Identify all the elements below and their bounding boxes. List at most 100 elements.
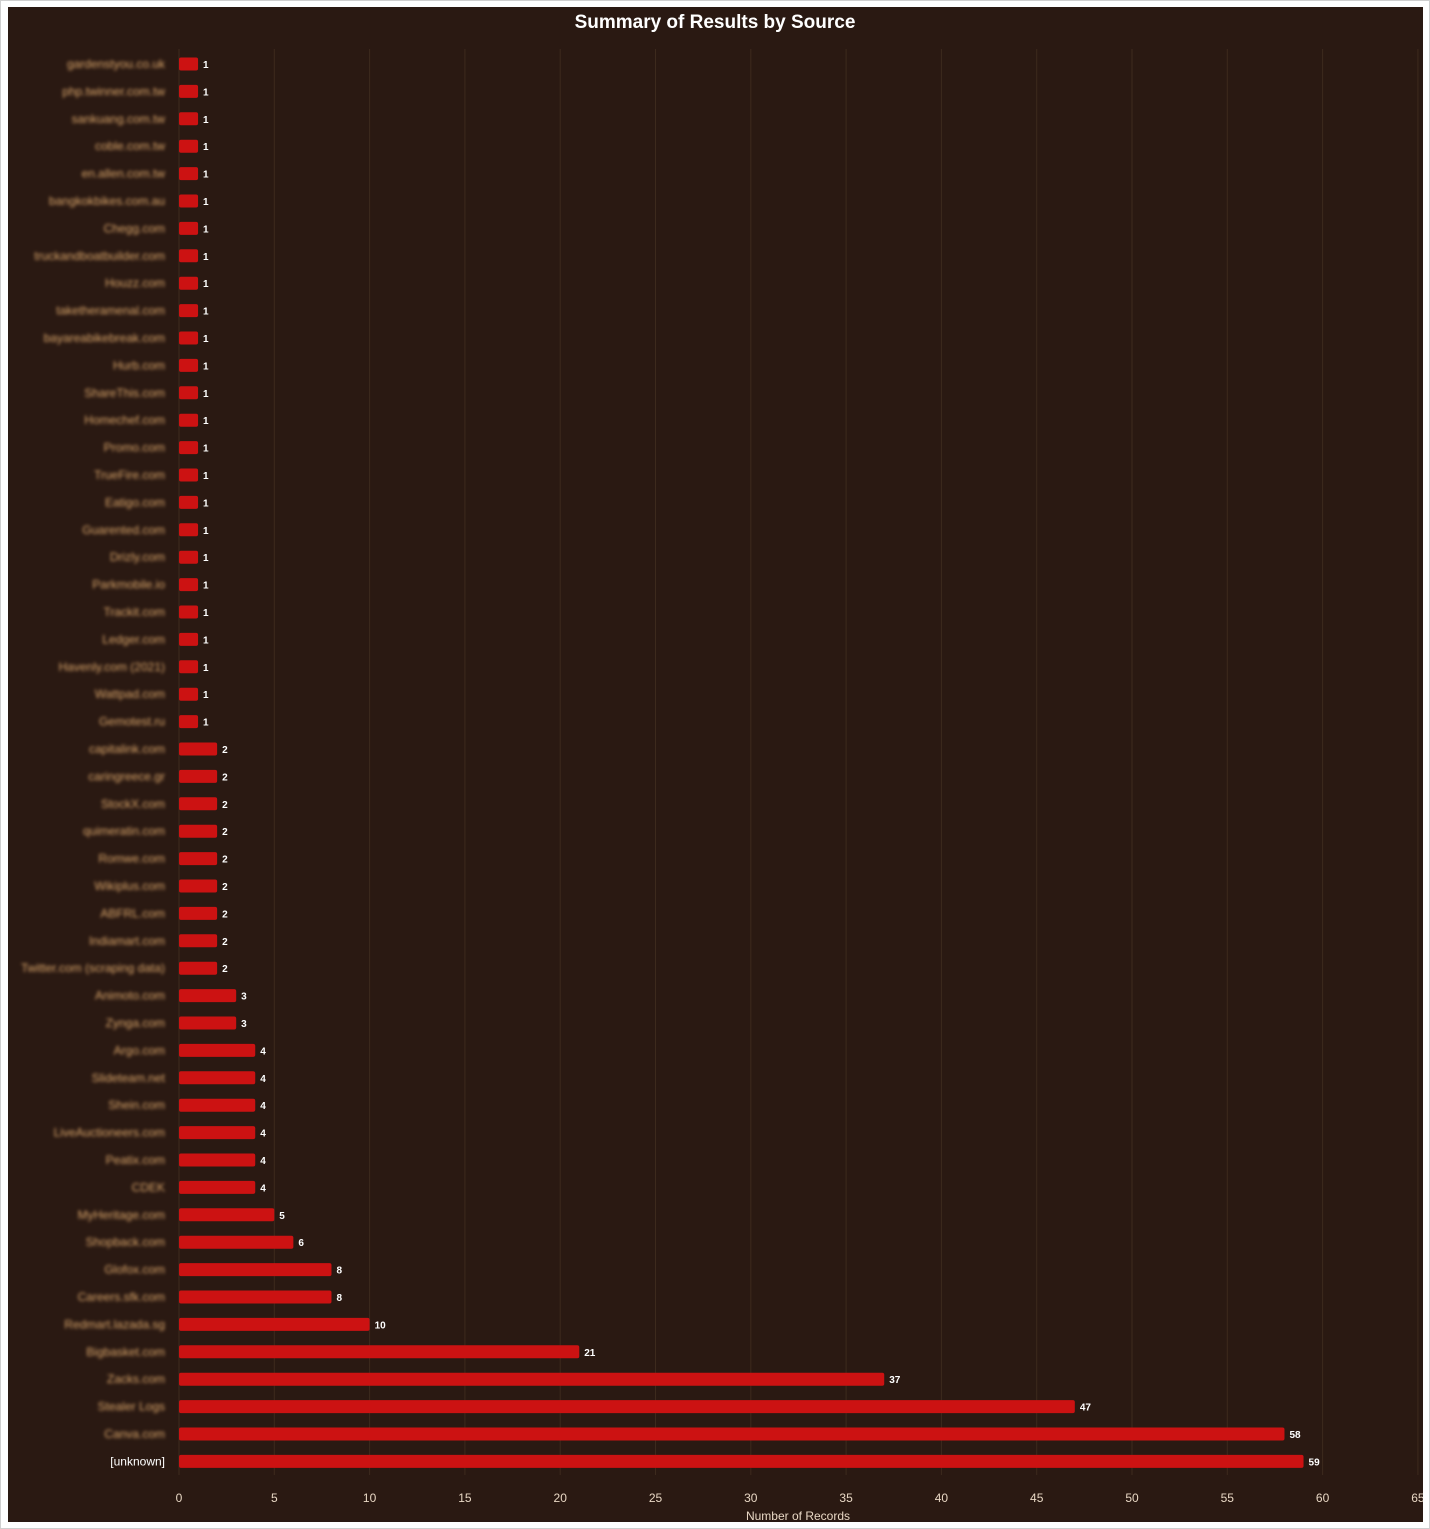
bar: [179, 167, 199, 181]
value-label: 21: [584, 1348, 596, 1359]
bar: [179, 852, 218, 866]
bar: [179, 1454, 1304, 1468]
value-label: 5: [279, 1211, 285, 1222]
bar: [179, 386, 199, 400]
category-label: Promo.com: [104, 441, 165, 455]
category-label: Chegg.com: [104, 221, 165, 235]
category-label: Wikiplus.com: [94, 879, 165, 893]
bar: [179, 304, 199, 318]
category-label: StockX.com: [101, 797, 165, 811]
bar: [179, 1208, 275, 1222]
x-axis-label: Number of Records: [746, 1509, 850, 1522]
category-label: taketheramenal.com: [56, 304, 165, 318]
category-label: Indiamart.com: [89, 934, 165, 948]
category-label: quimeratin.com: [83, 824, 165, 838]
value-label: 1: [203, 444, 209, 455]
bar: [179, 824, 218, 838]
bar: [179, 331, 199, 345]
value-label: 1: [203, 553, 209, 564]
category-label: bangkokbikes.com.au: [49, 194, 165, 208]
category-labels: gardenstyou.co.uk php.twinner.com.tw sanku…: [21, 57, 166, 1468]
x-tick-label: 45: [1030, 1491, 1044, 1505]
x-tick-label: 35: [839, 1491, 853, 1505]
bar: [179, 879, 218, 893]
value-label: 1: [203, 115, 209, 126]
value-label: 59: [1309, 1457, 1321, 1468]
category-label: bayareabikebreak.com: [44, 331, 165, 345]
value-label: 8: [336, 1293, 342, 1304]
value-label: 1: [203, 252, 209, 263]
grid-lines: [178, 49, 1419, 1475]
bar: [179, 1427, 1285, 1441]
value-label: 1: [203, 279, 209, 290]
value-label: 3: [241, 1019, 247, 1030]
x-axis-ticks: 0 5 10 15 20 25 30 35 40 45 50 55 60 65: [176, 1491, 1423, 1505]
bar: [179, 221, 199, 235]
bar: [179, 1098, 256, 1112]
category-label: ABFRL.com: [100, 906, 165, 920]
category-label: en.allen.com.tw: [82, 167, 166, 181]
bar: [179, 1317, 370, 1331]
category-label: capitalink.com: [89, 742, 165, 756]
bar: [179, 660, 199, 674]
value-label: 37: [889, 1375, 901, 1386]
value-label: 1: [203, 307, 209, 318]
x-tick-label: 20: [554, 1491, 568, 1505]
value-label: 1: [203, 690, 209, 701]
category-label: Trackit.com: [103, 605, 165, 619]
category-label: Houzz.com: [105, 276, 165, 290]
bar: [179, 550, 199, 564]
value-label: 2: [222, 800, 228, 811]
value-label: 4: [260, 1074, 266, 1085]
category-label: Glofox.com: [104, 1263, 165, 1277]
bar-chart: Summary of Results by Source gardenstyou…: [21, 12, 1423, 1522]
bar: [179, 961, 218, 975]
x-tick-label: 0: [176, 1491, 183, 1505]
bar: [179, 1235, 294, 1249]
category-label: Slideteam.net: [92, 1071, 166, 1085]
bar: [179, 578, 199, 592]
value-label: 1: [203, 87, 209, 98]
category-label: Havenly.com (2021): [59, 660, 166, 674]
value-label: 6: [298, 1238, 304, 1249]
value-label: 4: [260, 1156, 266, 1167]
value-label: 1: [203, 718, 209, 729]
category-label: Bigbasket.com: [86, 1345, 165, 1359]
bar: [179, 112, 199, 126]
category-label: Gemotest.ru: [99, 715, 165, 729]
value-label: 1: [203, 142, 209, 153]
value-label: 1: [203, 60, 209, 71]
bar: [179, 1372, 885, 1386]
value-label: 1: [203, 608, 209, 619]
bar: [179, 84, 199, 98]
bar: [179, 742, 218, 756]
bar: [179, 523, 199, 537]
category-label: Homechef.com: [84, 413, 165, 427]
value-label: 2: [222, 745, 228, 756]
value-label: 2: [222, 772, 228, 783]
category-label: truckandboatbuilder.com: [34, 249, 165, 263]
x-tick-label: 50: [1125, 1491, 1139, 1505]
bar: [179, 358, 199, 372]
bar: [179, 194, 199, 208]
bar: [179, 1290, 332, 1304]
bar: [179, 1043, 256, 1057]
bar: [179, 605, 199, 619]
category-label: Drizly.com: [110, 550, 165, 564]
category-label: Careers.sfk.com: [78, 1290, 165, 1304]
value-label: 1: [203, 170, 209, 181]
chart-title: Summary of Results by Source: [575, 12, 856, 33]
value-label: 4: [260, 1046, 266, 1057]
category-label: caringreece.gr: [88, 769, 165, 783]
bar: [179, 1071, 256, 1085]
bar: [179, 1263, 332, 1277]
category-label: Romwe.com: [98, 852, 165, 866]
category-label: Canva.com: [104, 1427, 165, 1441]
category-label: MyHeritage.com: [78, 1208, 165, 1222]
value-label: 3: [241, 992, 247, 1003]
value-label: 1: [203, 498, 209, 509]
category-label: Hurb.com: [113, 358, 165, 372]
bar: [179, 413, 199, 427]
x-tick-label: 60: [1316, 1491, 1330, 1505]
bar: [179, 57, 199, 71]
